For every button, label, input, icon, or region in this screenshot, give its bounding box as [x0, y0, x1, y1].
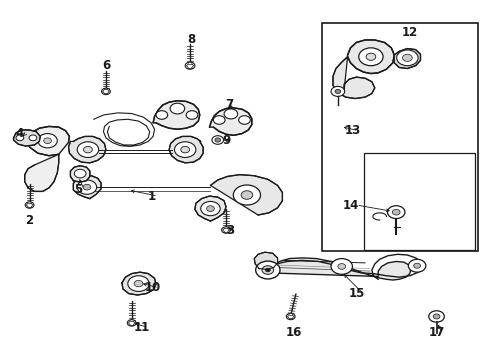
Polygon shape — [332, 57, 374, 99]
Text: 12: 12 — [401, 26, 417, 39]
Text: 4: 4 — [16, 127, 24, 140]
Polygon shape — [70, 166, 90, 182]
Circle shape — [241, 191, 252, 199]
Circle shape — [358, 48, 382, 66]
Polygon shape — [28, 126, 69, 156]
Text: 5: 5 — [74, 183, 82, 196]
Polygon shape — [25, 154, 59, 192]
Circle shape — [214, 138, 220, 142]
Bar — [363, 153, 474, 249]
Text: 14: 14 — [342, 198, 358, 212]
Circle shape — [366, 53, 375, 60]
Circle shape — [206, 206, 214, 211]
Text: 16: 16 — [285, 327, 302, 339]
Text: 15: 15 — [348, 287, 365, 300]
Polygon shape — [347, 40, 393, 73]
Text: 3: 3 — [225, 224, 233, 237]
Polygon shape — [169, 136, 203, 163]
Polygon shape — [267, 258, 410, 280]
Circle shape — [407, 259, 425, 272]
Circle shape — [102, 88, 110, 95]
Circle shape — [286, 313, 294, 320]
Polygon shape — [73, 176, 101, 199]
Text: 6: 6 — [102, 59, 110, 72]
Polygon shape — [153, 101, 200, 129]
Circle shape — [83, 147, 92, 153]
Circle shape — [255, 261, 280, 279]
Circle shape — [413, 263, 420, 268]
Text: 13: 13 — [344, 124, 360, 137]
Text: 7: 7 — [224, 99, 232, 112]
Circle shape — [174, 142, 196, 157]
Circle shape — [334, 89, 340, 94]
Polygon shape — [209, 108, 251, 135]
Text: 8: 8 — [186, 33, 195, 46]
Circle shape — [25, 202, 34, 208]
Text: 17: 17 — [427, 327, 444, 339]
Polygon shape — [68, 136, 106, 163]
Circle shape — [77, 142, 99, 157]
Polygon shape — [210, 175, 282, 215]
Circle shape — [238, 116, 250, 124]
Circle shape — [402, 54, 411, 62]
Circle shape — [265, 268, 270, 272]
Circle shape — [127, 320, 136, 326]
Circle shape — [16, 135, 24, 141]
Circle shape — [396, 50, 417, 66]
Circle shape — [213, 116, 224, 124]
Circle shape — [186, 111, 198, 119]
Text: 10: 10 — [144, 282, 161, 294]
Circle shape — [330, 258, 352, 274]
Circle shape — [83, 184, 91, 190]
Polygon shape — [122, 272, 156, 295]
Polygon shape — [393, 49, 420, 68]
Circle shape — [224, 109, 237, 119]
Circle shape — [337, 264, 345, 269]
Circle shape — [181, 147, 189, 153]
Circle shape — [38, 134, 57, 148]
Circle shape — [170, 103, 184, 114]
Circle shape — [211, 136, 223, 144]
Circle shape — [185, 62, 195, 69]
Text: 2: 2 — [25, 213, 34, 226]
Text: 11: 11 — [133, 321, 149, 334]
Circle shape — [43, 138, 51, 144]
Circle shape — [391, 209, 399, 215]
Circle shape — [74, 169, 86, 178]
Circle shape — [330, 86, 344, 96]
Polygon shape — [254, 252, 277, 269]
Circle shape — [233, 185, 260, 205]
Circle shape — [201, 202, 220, 216]
Circle shape — [134, 280, 142, 287]
Circle shape — [29, 135, 37, 141]
Bar — [322, 23, 477, 251]
Circle shape — [386, 206, 404, 219]
Circle shape — [221, 227, 230, 233]
Circle shape — [127, 276, 149, 292]
Polygon shape — [14, 130, 40, 146]
Text: 1: 1 — [148, 190, 156, 203]
Circle shape — [428, 311, 444, 322]
Circle shape — [432, 314, 439, 319]
Circle shape — [262, 266, 273, 274]
Circle shape — [156, 111, 167, 119]
Circle shape — [77, 180, 97, 194]
Text: 9: 9 — [222, 134, 230, 147]
Polygon shape — [195, 196, 225, 221]
